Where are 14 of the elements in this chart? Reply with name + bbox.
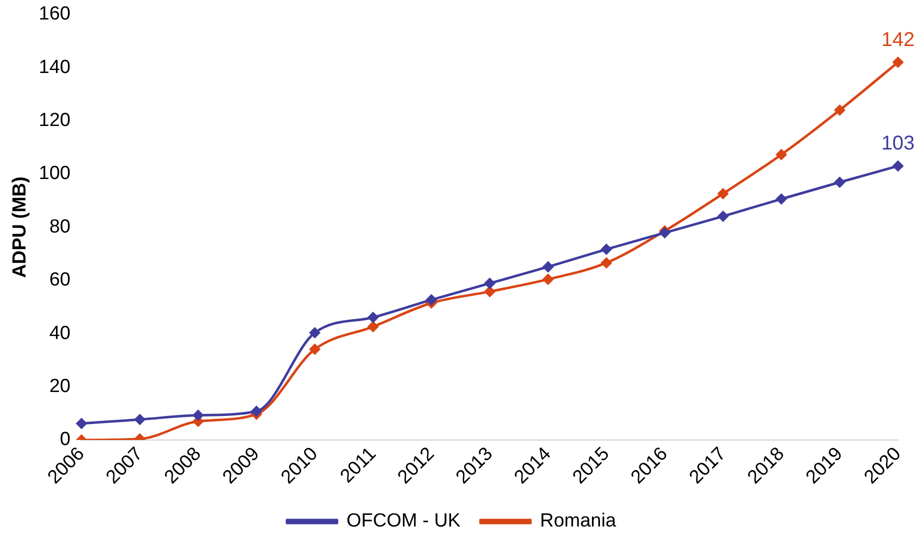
y-tick-label: 20 <box>49 376 70 398</box>
y-tick-label: 0 <box>60 429 70 450</box>
y-tick-label: 80 <box>49 216 70 238</box>
y-tick-label: 120 <box>38 110 70 132</box>
annotation: 142 <box>881 28 915 51</box>
y-tick-label: 160 <box>38 4 70 25</box>
annotation: 103 <box>881 132 915 155</box>
y-tick-label: 100 <box>38 163 70 184</box>
y-axis-title: ADPU (MB) <box>10 176 31 278</box>
legend-label: Romania <box>540 510 616 532</box>
legend-label: OFCOM - UK <box>346 510 461 532</box>
y-tick-label: 140 <box>38 56 70 78</box>
y-tick-label: 60 <box>49 270 70 291</box>
y-tick-label: 40 <box>49 322 70 344</box>
